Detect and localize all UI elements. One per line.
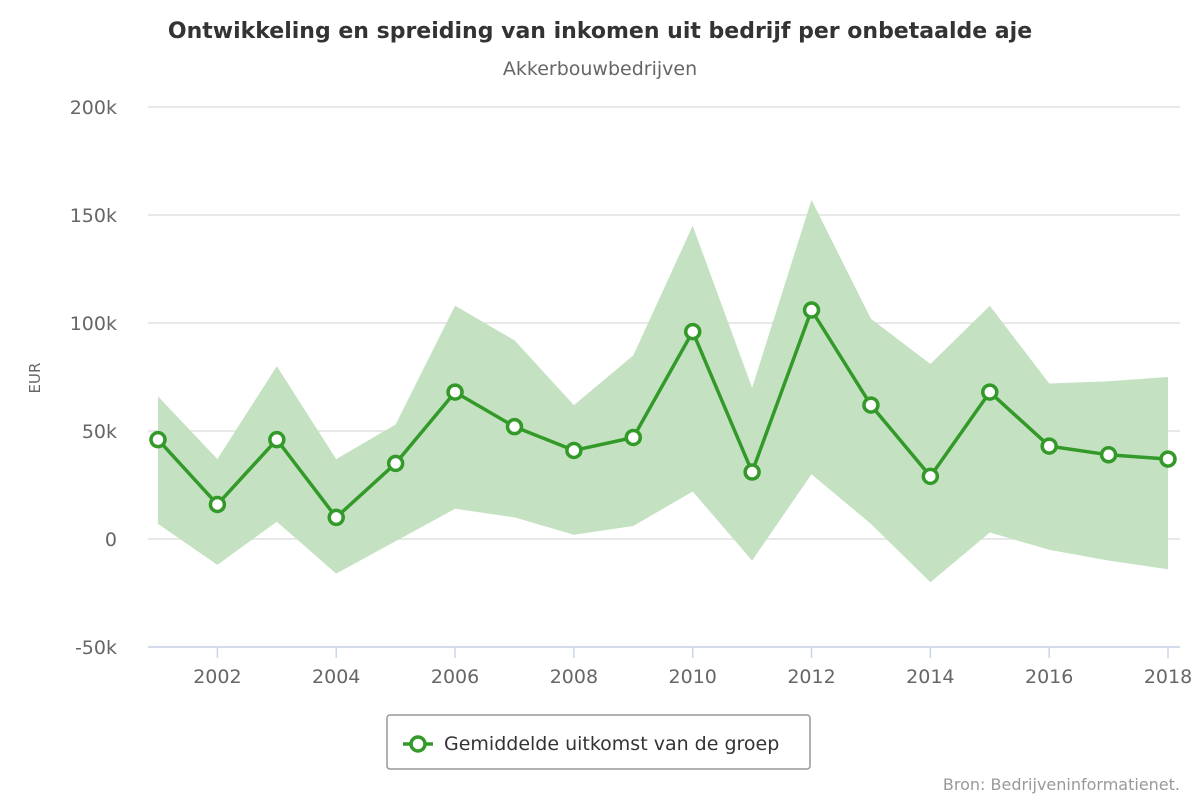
data-point[interactable] — [743, 463, 761, 481]
x-tick-label: 2010 — [669, 666, 717, 688]
legend-line-symbol-icon — [403, 735, 433, 753]
y-tick-label: 200k — [70, 97, 117, 119]
x-tick-label: 2016 — [1025, 666, 1073, 688]
y-tick-label: -50k — [75, 637, 117, 659]
data-point[interactable] — [683, 322, 702, 341]
data-point[interactable] — [386, 454, 405, 473]
data-point[interactable] — [149, 430, 167, 449]
y-axis-labels: -50k 0 50k 100k 150k 200k — [70, 97, 117, 659]
x-tick-label: 2004 — [312, 666, 360, 688]
data-point[interactable] — [268, 430, 286, 449]
x-tick-label: 2006 — [431, 666, 479, 688]
data-point[interactable] — [802, 301, 821, 319]
data-point[interactable] — [1040, 437, 1058, 455]
data-point[interactable] — [624, 428, 643, 447]
x-axis-labels: 2002 2004 2006 2008 2010 2012 2014 2016 2018 — [193, 666, 1192, 688]
legend[interactable]: Gemiddelde uitkomst van de groep — [386, 714, 811, 770]
legend-marker — [409, 735, 427, 753]
data-point[interactable] — [208, 495, 227, 514]
data-point[interactable] — [446, 383, 464, 401]
data-point[interactable] — [327, 508, 345, 527]
data-point[interactable] — [505, 417, 524, 436]
x-tick-label: 2018 — [1144, 666, 1192, 688]
y-tick-label: 50k — [82, 421, 117, 443]
data-point[interactable] — [862, 396, 880, 414]
x-tick-label: 2008 — [550, 666, 598, 688]
chart-subtitle: Akkerbouwbedrijven — [503, 58, 697, 80]
legend-item-mean[interactable]: Gemiddelde uitkomst van de groep — [444, 733, 779, 755]
y-axis-title: EUR — [26, 363, 44, 394]
range-area-group — [158, 199, 1168, 583]
x-tick-label: 2014 — [906, 666, 954, 688]
y-tick-label: 0 — [105, 529, 117, 551]
mean-points-group — [149, 301, 1177, 527]
data-point[interactable] — [1159, 450, 1177, 468]
chart-title: Ontwikkeling en spreiding van inkomen ui… — [168, 19, 1032, 44]
mean-series-group — [156, 308, 1169, 520]
range-area[interactable] — [158, 199, 1168, 583]
mean-line[interactable] — [156, 308, 1169, 520]
data-point[interactable] — [1099, 446, 1118, 464]
axes — [148, 646, 1180, 658]
x-tick-label: 2012 — [787, 666, 835, 688]
x-tick-label: 2002 — [193, 666, 241, 688]
y-tick-label: 100k — [70, 313, 117, 335]
legend-box — [386, 714, 811, 770]
y-tick-label: 150k — [70, 205, 117, 227]
data-point[interactable] — [921, 467, 940, 486]
credits[interactable]: Bron: Bedrijveninformatienet. — [943, 775, 1180, 794]
data-point[interactable] — [981, 383, 999, 401]
data-point[interactable] — [565, 441, 583, 460]
